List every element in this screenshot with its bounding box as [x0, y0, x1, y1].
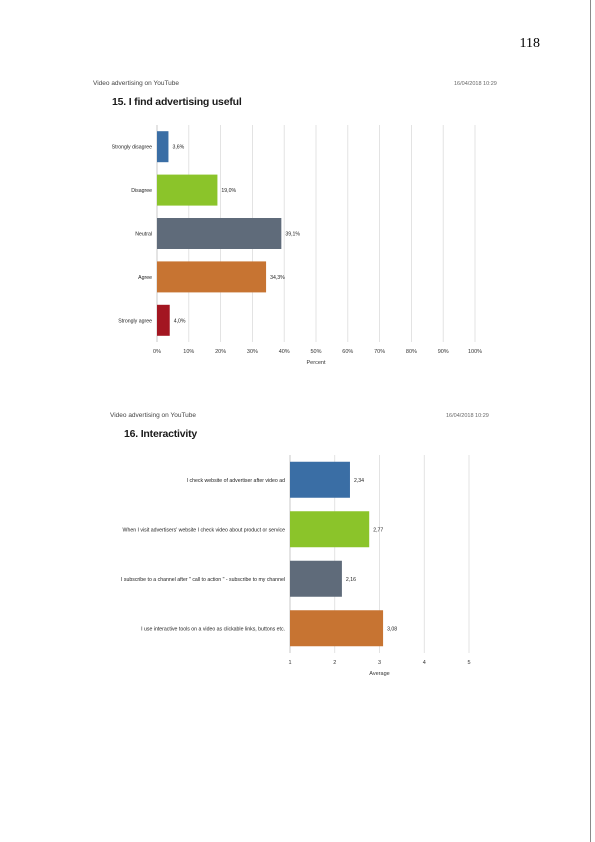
- chart-1-svg: 0% 10% 20% 30% 40% 50% 60% 70% 80% 90% 100% Percent…: [112, 125, 482, 366]
- chart-1-data-label: 19,0%: [221, 188, 236, 194]
- chart-1-tick-label: 100%: [468, 349, 482, 355]
- chart-1-category-label: Strongly disagree: [112, 145, 152, 151]
- chart-2-title: 16. Interactivity: [124, 428, 198, 440]
- chart-1-tick-label: 70%: [374, 349, 385, 355]
- page-number: 118: [519, 36, 540, 51]
- chart-1-tick-label: 90%: [438, 349, 449, 355]
- chart-1-bar: [157, 131, 169, 163]
- chart-1-data-label: 39,1%: [285, 232, 300, 238]
- chart-2-bar: [290, 610, 384, 647]
- chart-1-tick-label: 60%: [342, 349, 353, 355]
- chart-2-category-label: I use interactive tools on a video as cl…: [141, 626, 285, 632]
- chart-1-tick-label: 20%: [215, 349, 226, 355]
- chart-2-category-label: When I visit advertisers' website I chec…: [123, 527, 286, 533]
- chart-2-category-label: I subscribe to a channel after " call to…: [121, 577, 285, 583]
- chart-2-bar: [290, 511, 370, 548]
- chart-2-svg: 1 2 3 4 5 Average I check website of advertise…: [121, 455, 471, 677]
- chart-1-bar: [157, 218, 282, 249]
- chart-2-data-label: 2,34: [354, 478, 364, 484]
- chart-1-data-label: 4,0%: [174, 318, 186, 324]
- chart-1-data-label: 34,3%: [270, 275, 285, 281]
- chart-1-bar: [157, 174, 218, 206]
- chart-2-timestamp: 16/04/2018 10:29: [446, 413, 489, 419]
- chart-1-tick-label: 30%: [247, 349, 258, 355]
- chart-1-category-label: Strongly agree: [118, 318, 152, 324]
- chart-2-data-label: 2,16: [346, 577, 356, 583]
- chart-1-tick-label: 80%: [406, 349, 417, 355]
- chart-2-tick-label: 4: [423, 660, 426, 666]
- chart-1-category-label: Neutral: [135, 232, 152, 238]
- chart-2-bar: [290, 461, 350, 498]
- chart-2-tick-label: 1: [288, 660, 291, 666]
- chart-2-tick-label: 5: [467, 660, 470, 666]
- page-edge-rule: [590, 0, 591, 842]
- chart-1-timestamp: 16/04/2018 10:29: [454, 81, 497, 87]
- chart-2-category-label: I check website of advertiser after vide…: [187, 478, 285, 484]
- chart-2-tick-label: 3: [378, 660, 381, 666]
- chart-1-bar: [157, 261, 267, 293]
- chart-2-tick-label: 2: [333, 660, 336, 666]
- chart-1-tick-label: 50%: [310, 349, 321, 355]
- chart-2-data-label: 3,08: [387, 626, 397, 632]
- chart-2-axis-title: Average: [369, 671, 389, 677]
- chart-1-tick-label: 0%: [153, 349, 161, 355]
- chart-1-tick-label: 10%: [183, 349, 194, 355]
- chart-1-title: 15. I find advertising useful: [112, 96, 242, 108]
- chart-1-bar: [157, 304, 170, 336]
- chart-2-source: Video advertising on YouTube: [110, 412, 197, 419]
- chart-1-category-label: Disagree: [131, 188, 152, 194]
- chart-1-category-label: Agree: [138, 275, 152, 281]
- chart-1-data-label: 3,6%: [172, 145, 184, 151]
- chart-1-source: Video advertising on YouTube: [93, 80, 180, 87]
- chart-2-bar: [290, 560, 342, 597]
- chart-1-axis-title: Percent: [307, 360, 326, 366]
- chart-1-tick-label: 40%: [279, 349, 290, 355]
- chart-2-data-label: 2,77: [373, 527, 383, 533]
